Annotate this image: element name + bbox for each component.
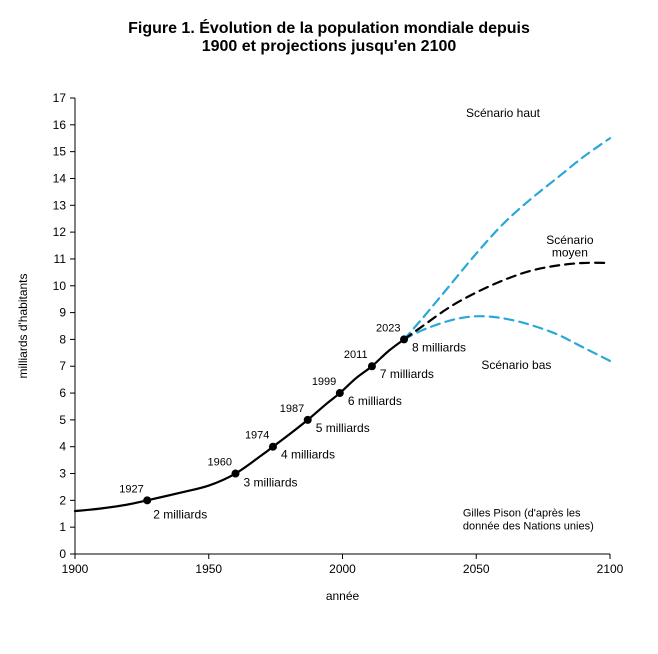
credit-line-1: Gilles Pison (d'après les	[463, 507, 581, 519]
title-line2: 1900 et projections jusqu'en 2100	[0, 38, 658, 56]
milestone-year: 2011	[344, 349, 368, 361]
milestone-marker	[269, 443, 277, 451]
milestone-marker	[368, 362, 376, 370]
milestone-year: 2023	[376, 322, 400, 334]
milestone-value: 3 milliards	[244, 476, 298, 490]
x-tick-label: 2000	[329, 562, 356, 576]
y-tick-label: 12	[53, 225, 67, 239]
y-tick-label: 6	[59, 386, 66, 400]
milestone-year: 1960	[208, 457, 232, 469]
milestone-value: 4 milliards	[281, 448, 335, 462]
figure-title: Figure 1. Évolution de la population mon…	[0, 20, 658, 56]
population-chart: 0123456789101112131415161719001950200020…	[0, 0, 658, 654]
y-tick-label: 5	[59, 413, 66, 427]
milestone-year: 1927	[119, 483, 143, 495]
y-tick-label: 1	[59, 520, 66, 534]
y-tick-label: 14	[53, 171, 67, 185]
y-axis-label: milliards d'habitants	[16, 273, 30, 378]
milestone-value: 5 milliards	[316, 421, 370, 435]
credit-line-2: donnée des Nations unies)	[463, 520, 594, 532]
y-tick-label: 4	[59, 440, 66, 454]
y-tick-label: 16	[53, 118, 67, 132]
figure-container: { "title_line1": "Figure 1. Évolution de…	[0, 0, 658, 654]
x-axis-label: année	[326, 589, 360, 603]
x-tick-label: 1950	[195, 562, 222, 576]
scenario-high-label: Scénario haut	[466, 106, 541, 120]
milestone-marker	[304, 416, 312, 424]
y-tick-label: 11	[54, 252, 67, 266]
title-line1: Figure 1. Évolution de la population mon…	[0, 20, 658, 38]
milestone-value: 8 milliards	[412, 340, 466, 354]
y-tick-label: 2	[59, 493, 66, 507]
y-tick-label: 13	[53, 198, 67, 212]
y-tick-label: 0	[59, 547, 66, 561]
milestone-marker	[400, 335, 408, 343]
y-tick-label: 8	[59, 332, 66, 346]
milestone-value: 2 milliards	[153, 507, 207, 521]
y-tick-label: 17	[53, 91, 67, 105]
y-tick-label: 7	[59, 359, 66, 373]
y-tick-label: 3	[59, 467, 66, 481]
scenario-mid-line	[404, 263, 610, 340]
milestone-marker	[143, 496, 151, 504]
milestone-year: 1974	[245, 430, 269, 442]
milestone-value: 6 milliards	[348, 394, 402, 408]
milestone-marker	[336, 389, 344, 397]
y-tick-label: 15	[53, 145, 67, 159]
milestone-value: 7 milliards	[380, 367, 434, 381]
scenario-low-label: Scénario bas	[481, 358, 551, 372]
y-tick-label: 9	[59, 306, 66, 320]
milestone-year: 1999	[312, 376, 336, 388]
scenario-mid-label-2: moyen	[552, 245, 588, 259]
x-tick-label: 1900	[62, 562, 89, 576]
milestone-year: 1987	[280, 403, 304, 415]
y-tick-label: 10	[53, 279, 67, 293]
x-tick-label: 2050	[463, 562, 490, 576]
milestone-marker	[232, 470, 240, 478]
x-tick-label: 2100	[597, 562, 624, 576]
